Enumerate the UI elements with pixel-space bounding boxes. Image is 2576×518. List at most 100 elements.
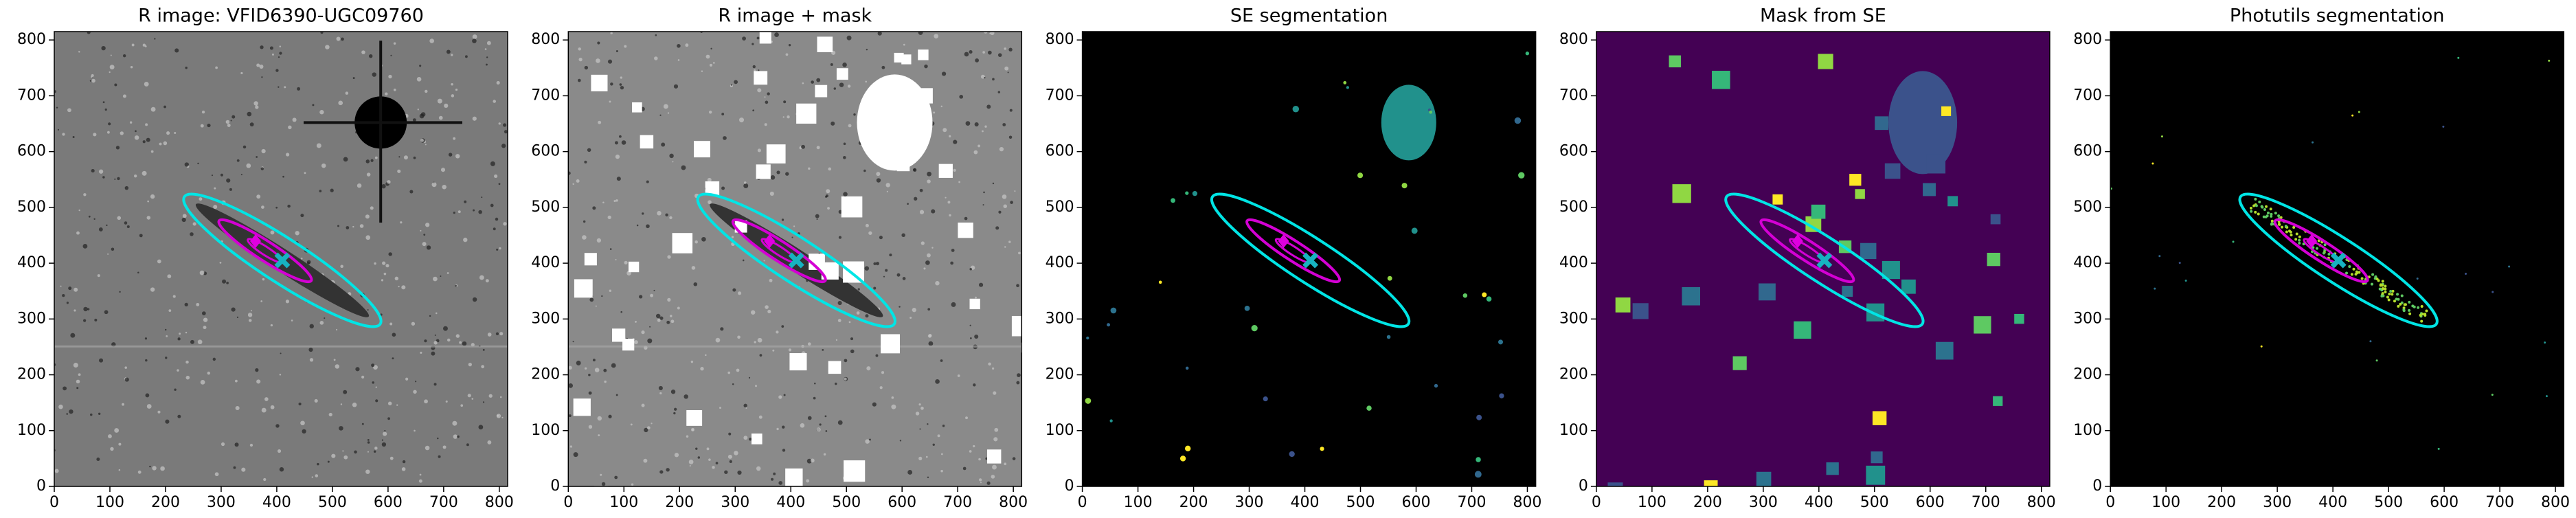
seg [2408,312,2412,315]
noise [646,180,649,183]
peak-marker [249,234,261,248]
noise [144,45,147,47]
noise [419,473,422,476]
noise [212,357,216,361]
noise [248,319,252,322]
noise [495,332,499,335]
seg [1357,172,1364,179]
noise [486,41,491,45]
noise [221,442,225,447]
noise [284,86,286,89]
noise [674,407,677,411]
noise [973,444,975,448]
noise [109,65,115,70]
noise [331,453,336,458]
noise [279,45,282,47]
noise [234,442,239,447]
panel: 0 100 200 300 400 500 600 700 800 0 100 200 300 400 50… [17,5,514,512]
seg [2370,282,2373,286]
center-marker [1816,252,1833,269]
seg [2323,243,2327,247]
noise [659,316,664,320]
noise [118,442,122,446]
noise [1016,381,1020,385]
x-tick-label: 700 [943,494,972,511]
noise [256,63,260,67]
noise [674,453,679,458]
noise [166,335,168,337]
noise [827,207,830,210]
noise [431,182,437,188]
noise [819,423,822,426]
noise [345,91,349,95]
seg [1476,414,1482,420]
panel: 0 100 200 300 400 500 600 700 800 0 100 200 300 400 50… [1046,5,1542,512]
star-seg [1888,71,1958,174]
noise [442,184,447,190]
noise [811,80,814,84]
seg [2290,234,2293,237]
noise [927,423,929,425]
seg [2508,265,2511,268]
noise [691,266,696,270]
noise [584,65,589,70]
noise [336,36,341,41]
panel: 0 100 200 300 400 500 600 700 800 0 100 200 300 400 50… [531,5,1028,512]
noise [124,377,129,382]
noise [393,42,396,45]
noise [98,227,103,232]
noise [74,309,76,312]
noise [1008,47,1013,52]
noise [236,159,240,162]
noise [366,172,371,177]
noise [866,366,871,371]
noise [624,260,628,264]
noise [497,414,499,417]
mask-box [628,261,640,273]
x-tick-label: 200 [665,494,694,511]
mask-box [1011,315,1022,337]
noise [174,48,179,53]
noise [1016,284,1019,288]
noise [308,347,313,352]
noise [241,467,246,472]
x-tick-label: 400 [2318,494,2347,511]
noise [672,161,674,163]
noise [387,401,392,406]
noise [877,32,882,36]
noise [667,297,671,302]
noise [806,458,812,464]
noise [78,209,80,212]
seg [2298,235,2301,238]
noise [1004,462,1007,466]
noise [137,271,139,274]
noise [918,403,921,406]
x-tick-label: 400 [1805,494,1833,511]
peak-marker [1792,234,1803,248]
noise [247,313,253,317]
noise [833,87,837,90]
noise [207,123,211,128]
noise [729,460,732,463]
mask-box [817,36,833,53]
noise [333,359,336,361]
mask-box [756,164,771,179]
noise [150,150,154,153]
seg [2278,223,2281,226]
seg [2413,305,2416,308]
noise [93,133,97,137]
noise [157,259,161,264]
noise [865,314,869,318]
noise [482,348,485,351]
y-tick-label: 200 [17,366,46,383]
mask-box [1987,252,2000,267]
noise [837,319,841,322]
fit-ellipse [1724,192,1925,328]
noise [70,333,76,338]
noise [185,375,190,380]
noise [447,272,449,274]
y-tick-label: 800 [1046,31,1074,48]
y-tick-label: 600 [531,143,560,160]
seg [1158,280,1162,284]
noise [295,231,300,236]
